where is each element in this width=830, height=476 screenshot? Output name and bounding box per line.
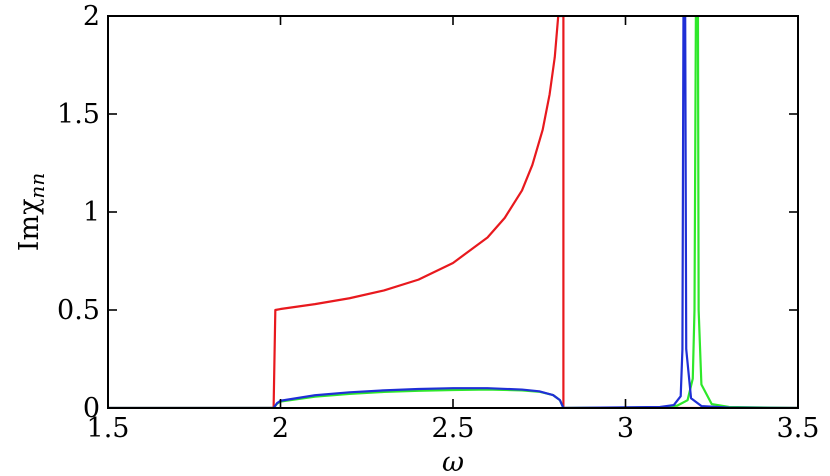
x-tick-label: 1.5 [87,413,130,444]
y-axis-label-subscript: nn [25,173,49,199]
y-tick-label: 0 [83,393,100,424]
ticks-layer [107,15,799,409]
x-tick-label: 3 [617,413,634,444]
x-tick-label: 2 [272,413,289,444]
y-tick-label: 2 [83,1,100,32]
y-axis-label: Imχnn [14,173,49,251]
x-axis-label: ω [442,447,464,476]
series-line-1 [108,16,798,408]
y-tick-label: 1.5 [57,99,100,130]
series-layer [108,16,798,408]
x-tick-label: 2.5 [432,413,475,444]
y-tick-label: 1 [83,197,100,228]
x-tick-label: 3.5 [777,413,820,444]
tick-labels-layer: 1.5 2 2.5 3 3.5 0 0.5 1 1.5 2 [57,1,819,444]
series-line-2 [108,16,798,408]
y-axis-label-main: Imχ [14,199,45,252]
y-tick-label: 0.5 [57,295,100,326]
series-line-3 [108,16,798,408]
